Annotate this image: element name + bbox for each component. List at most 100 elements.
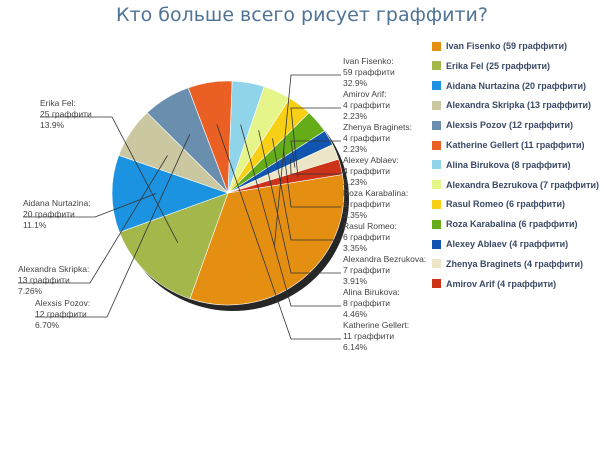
pie-slice-erika-fel[interactable] <box>118 192 229 300</box>
legend-label: Alina Birukova (8 граффити) <box>446 159 571 170</box>
callout-name: Roza Karabalina: <box>343 188 408 198</box>
callout-percent: 2.23% <box>343 111 368 121</box>
callout-name: Rasul Romeo: <box>343 221 397 231</box>
legend-item[interactable]: Amirov Arif (4 граффити) <box>432 278 556 290</box>
legend-swatch <box>432 199 441 209</box>
callout-value: 4 граффити <box>343 166 390 176</box>
callout-value: 11 граффити <box>343 331 394 341</box>
legend-label: Rasul Romeo (6 граффити) <box>446 199 565 210</box>
leader-line <box>290 158 341 175</box>
leader-line <box>18 155 168 284</box>
callout-name: Amirov Arif: <box>343 89 386 99</box>
callout-value: 12 граффити <box>35 309 87 319</box>
callout-percent: 13.9% <box>40 120 65 130</box>
legend-item[interactable]: Alexsis Pozov (12 граффити) <box>432 119 573 131</box>
legend-label: Alexandra Bezrukova (7 граффити) <box>446 179 600 190</box>
callout-value: 6 граффити <box>343 232 390 242</box>
legend-item[interactable]: Rasul Romeo (6 граффити) <box>432 198 565 210</box>
leader-line <box>274 74 341 247</box>
legend-item[interactable]: Erika Fel (25 граффити) <box>432 60 550 72</box>
callout-percent: 6.70% <box>35 320 60 330</box>
legend-item[interactable]: Alexandra Skripka (13 граффити) <box>432 99 591 111</box>
legend-label: Katherine Gellert (11 граффити) <box>446 140 585 150</box>
callout-percent: 3.35% <box>343 243 368 253</box>
legend-swatch <box>432 100 441 110</box>
callout-value: 13 граффити <box>18 275 70 285</box>
legend-swatch <box>432 239 441 249</box>
callout-percent: 6.14% <box>343 342 368 352</box>
callout-name: Katherine Gellert: <box>343 320 409 330</box>
legend-label: Amirov Arif (4 граффити) <box>446 278 557 289</box>
legend-item[interactable]: Zhenya Braginets (4 граффити) <box>432 258 583 270</box>
legend-label: Zhenya Braginets (4 граффити) <box>446 258 583 269</box>
legend-label: Alexey Ablaev (4 граффити) <box>446 239 569 249</box>
leader-line <box>272 138 341 241</box>
legend-swatch <box>432 219 441 229</box>
callout-value: 25 граффити <box>40 109 92 119</box>
leader-line <box>290 107 341 177</box>
legend-label: Erika Fel (25 граффити) <box>446 60 551 71</box>
pie-slice-amirov-arif[interactable] <box>227 158 343 194</box>
callout-name: Zhenya Braginets: <box>343 122 412 132</box>
pie-slice-aidana-nurtazina[interactable] <box>111 154 229 233</box>
legend-swatch <box>432 259 441 269</box>
chart-title: Кто больше всего рисует граффити? <box>116 4 488 26</box>
leader-line <box>216 124 341 340</box>
callout-value: 7 граффити <box>343 265 390 275</box>
legend-item[interactable]: Aidana Nurtazina (20 граффити) <box>432 80 586 92</box>
leader-line <box>240 124 341 307</box>
callout-name: Alexey Ablaev: <box>343 155 399 165</box>
legend-swatch <box>432 279 441 289</box>
legend-swatch <box>432 180 441 190</box>
callout-name: Alina Birukova: <box>343 287 400 297</box>
callout-percent: 11.1% <box>23 220 47 230</box>
legend-swatch <box>432 41 441 51</box>
callout-name: Erika Fel: <box>40 98 76 108</box>
legend-swatch <box>432 120 441 130</box>
callout-name: Alexandra Bezrukova: <box>343 254 426 264</box>
callout-percent: 4.46% <box>343 309 368 319</box>
legend-swatch <box>432 81 441 91</box>
legend-swatch <box>432 140 441 150</box>
legend-item[interactable]: Katherine Gellert (11 граффити) <box>432 139 585 151</box>
leader-line <box>40 116 179 243</box>
callout-value: 4 граффити <box>343 100 390 110</box>
callout-value: 8 граффити <box>343 298 390 308</box>
legend-swatch <box>432 61 441 71</box>
leader-line <box>283 148 341 208</box>
leader-line <box>35 134 191 318</box>
callout-percent: 3.35% <box>343 210 368 220</box>
callout-percent: 32.9% <box>343 78 368 88</box>
legend-item[interactable]: Alexey Ablaev (4 граффити) <box>432 238 568 250</box>
callout-value: 59 граффити <box>343 67 395 77</box>
legend-label: Alexandra Skripka (13 граффити) <box>446 100 592 111</box>
callout-percent: 2.23% <box>343 144 368 154</box>
legend-label: Ivan Fisenko (59 граффити) <box>446 41 567 51</box>
legend-label: Roza Karabalina (6 граффити) <box>446 219 578 230</box>
legend-item[interactable]: Alexandra Bezrukova (7 граффити) <box>432 179 599 191</box>
legend-item[interactable]: Roza Karabalina (6 граффити) <box>432 218 578 230</box>
callout-percent: 3.91% <box>343 276 368 286</box>
callout-value: 20 граффити <box>23 209 75 219</box>
callout-name: Ivan Fisenko: <box>343 56 394 66</box>
leader-line <box>23 193 157 218</box>
callout-value: 4 граффити <box>343 133 390 143</box>
legend-item[interactable]: Ivan Fisenko (59 граффити) <box>432 40 567 52</box>
leader-line <box>258 130 341 274</box>
legend-item[interactable]: Alina Birukova (8 граффити) <box>432 159 571 171</box>
callout-value: 6 граффити <box>343 199 390 209</box>
callout-name: Alexandra Skripka: <box>18 264 89 274</box>
